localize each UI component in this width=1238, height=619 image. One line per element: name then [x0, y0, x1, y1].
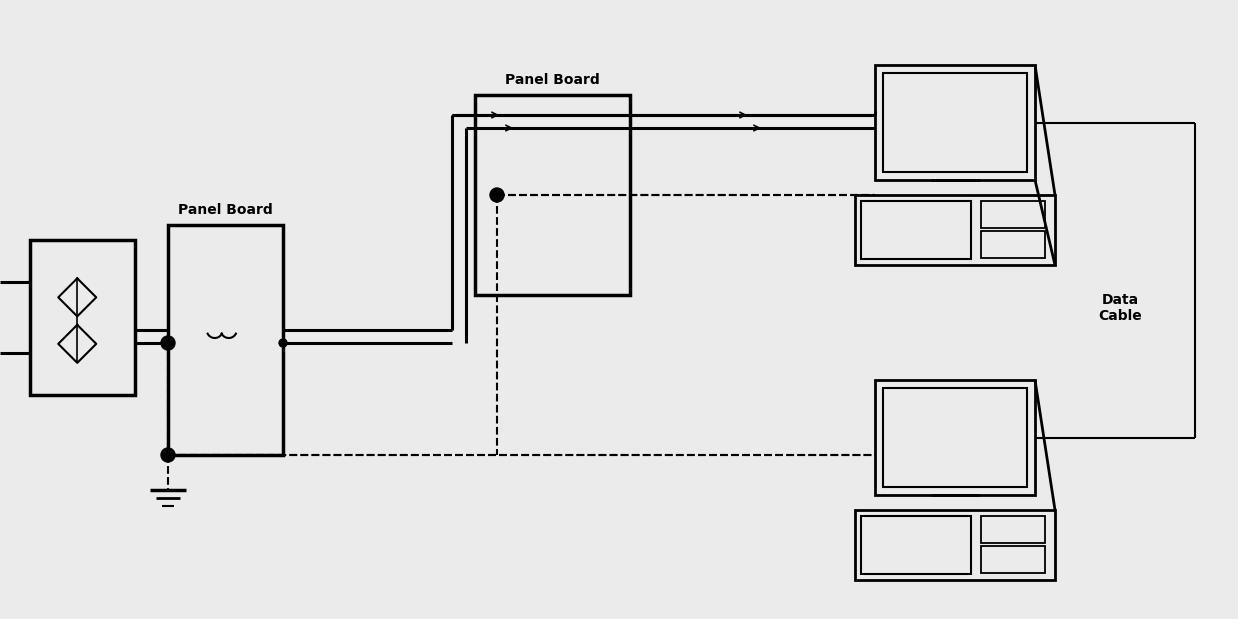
Bar [980, 232, 1045, 258]
Bar [883, 73, 1028, 172]
Bar [875, 65, 1035, 180]
Bar [855, 510, 1055, 580]
Bar [475, 95, 630, 295]
Circle shape [161, 336, 175, 350]
Bar [980, 516, 1045, 543]
Bar [883, 388, 1028, 487]
Bar [875, 380, 1035, 495]
Bar [980, 201, 1045, 228]
Bar [860, 201, 971, 259]
Text: Data
Cable: Data Cable [1098, 293, 1141, 323]
Bar [860, 516, 971, 574]
Circle shape [161, 448, 175, 462]
Circle shape [279, 339, 287, 347]
Text: Panel Board: Panel Board [505, 73, 600, 87]
Text: Panel Board: Panel Board [178, 203, 272, 217]
Bar [855, 195, 1055, 265]
Bar [168, 225, 284, 455]
Bar [30, 240, 135, 395]
Bar [980, 547, 1045, 573]
Circle shape [490, 188, 504, 202]
